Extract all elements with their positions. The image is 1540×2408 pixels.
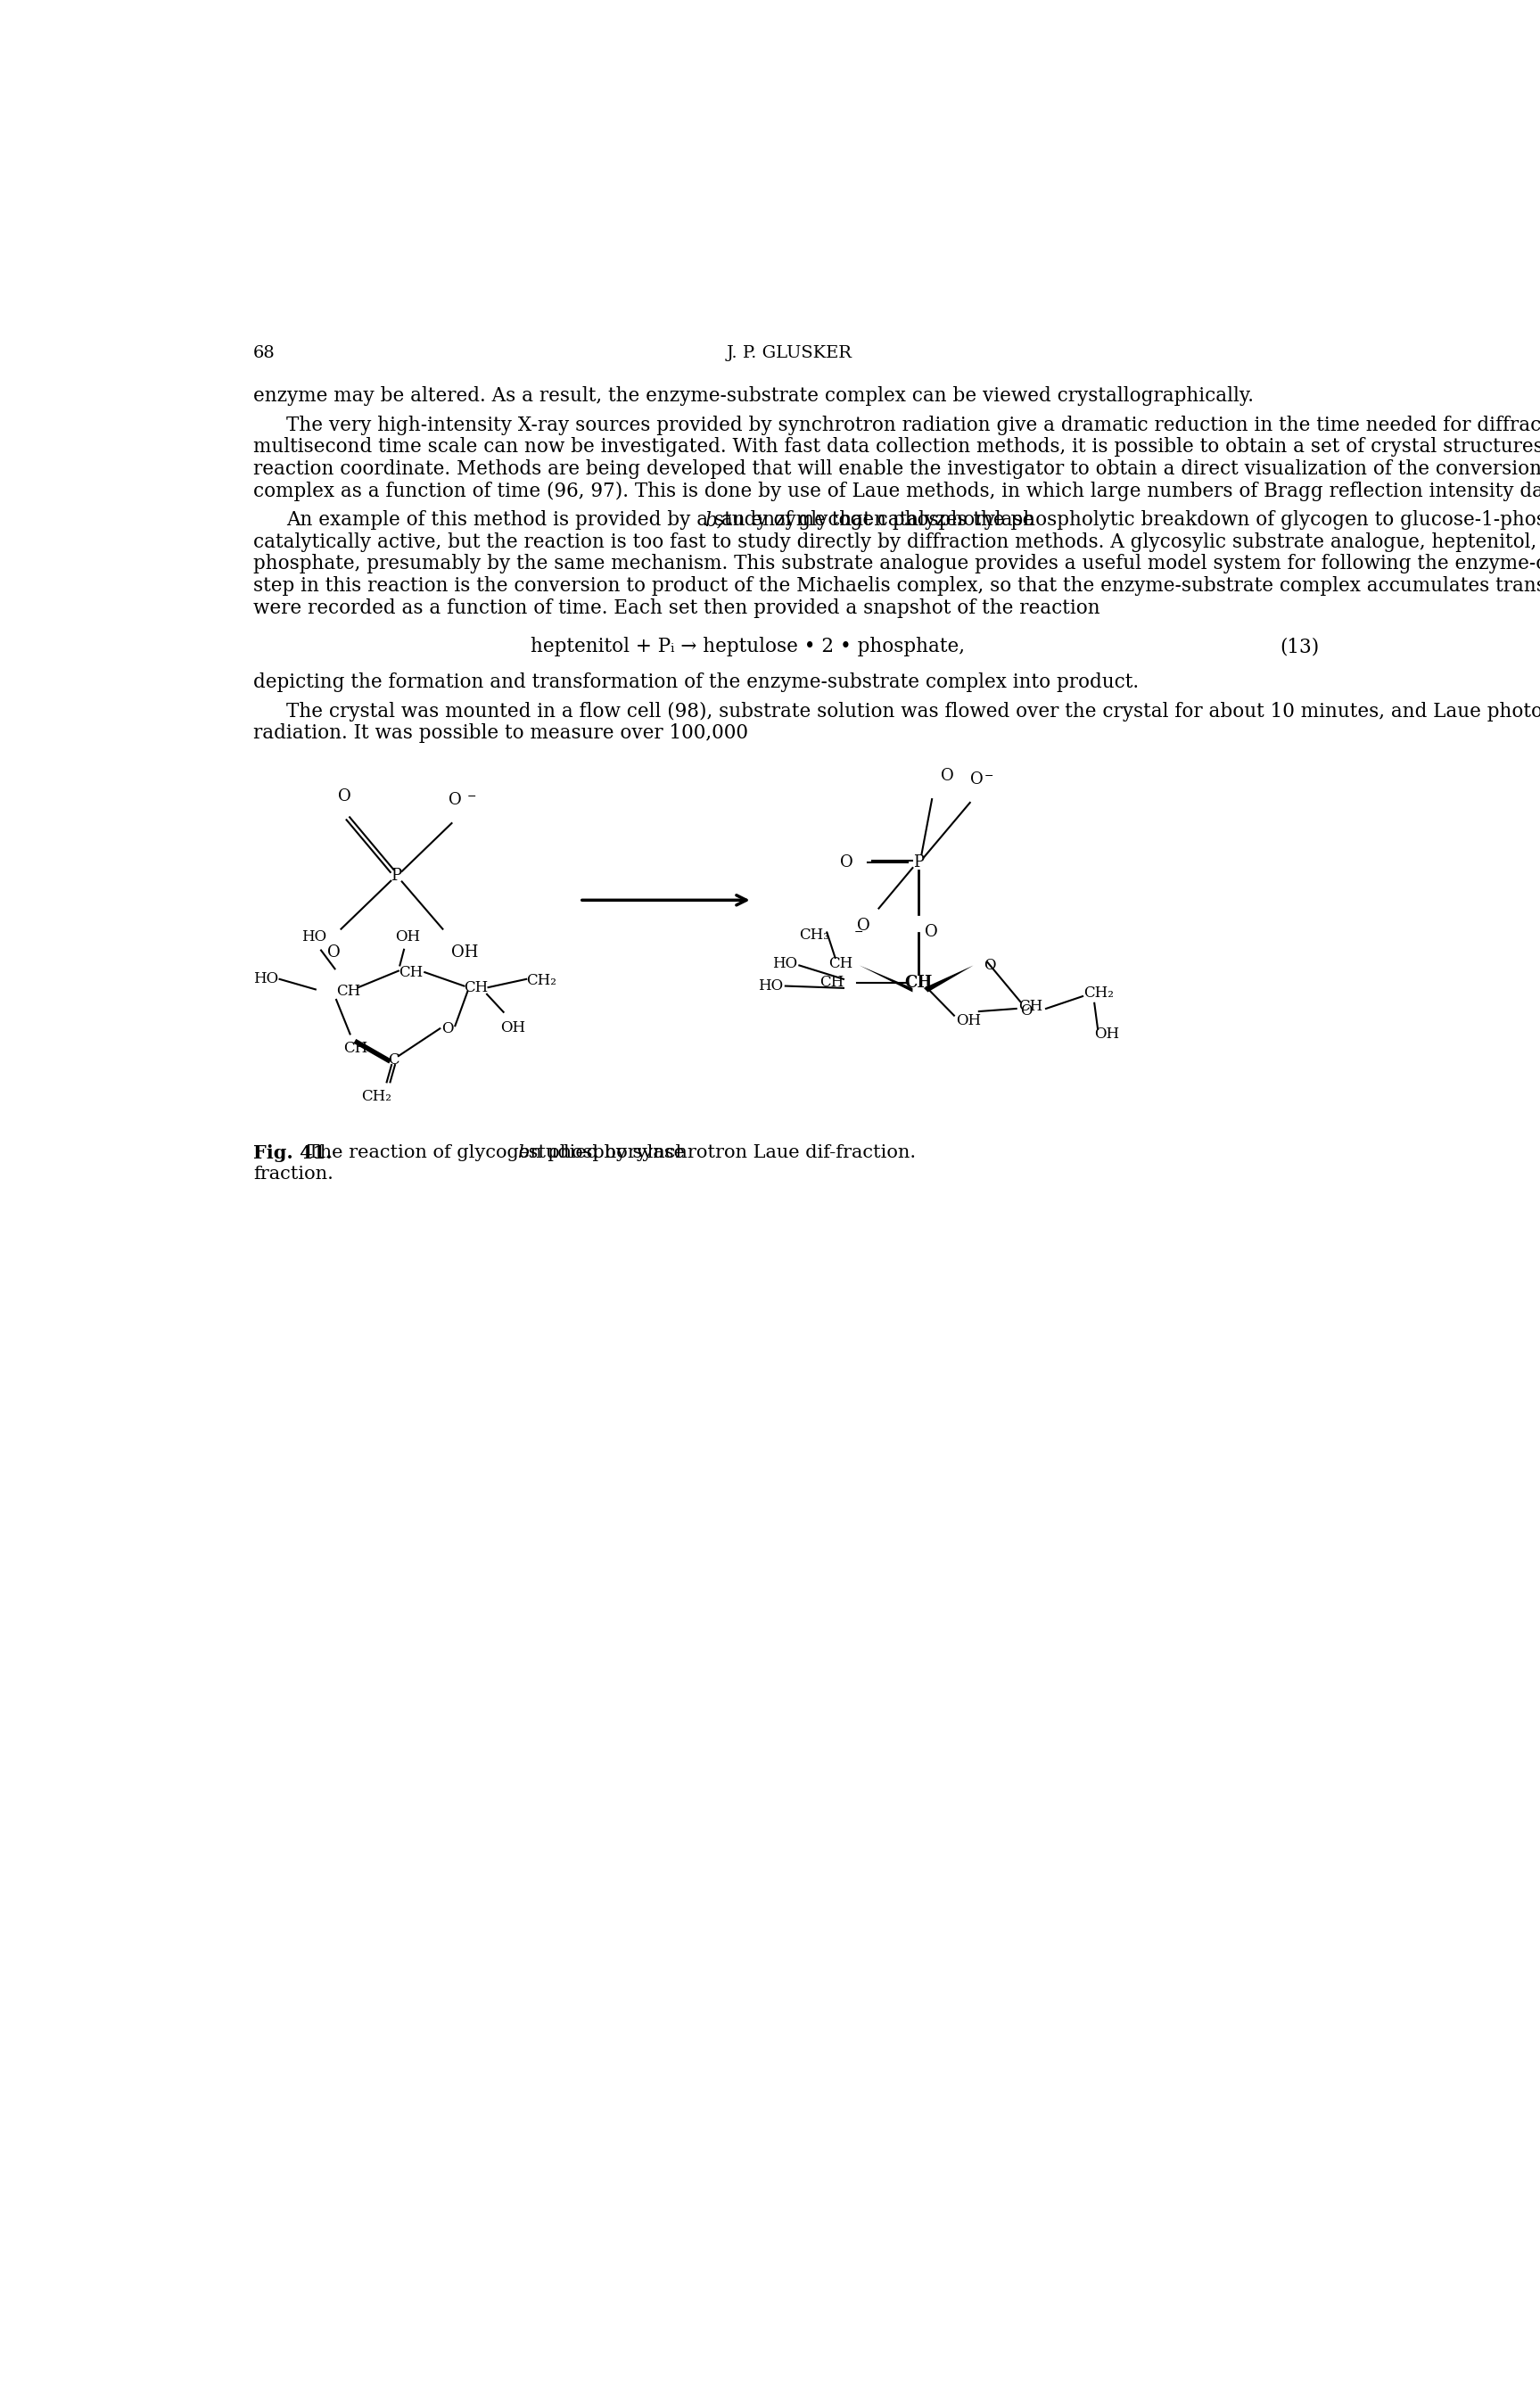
Text: CH₂: CH₂ [527,973,556,987]
Text: CH: CH [343,1040,368,1057]
Text: An example of this method is provided by a study of glycogen phosphorylase: An example of this method is provided by… [286,510,1040,530]
Text: phosphate, presumably by the same mechanism. This substrate analogue provides a : phosphate, presumably by the same mechan… [253,554,1540,573]
Text: P: P [913,855,924,869]
Text: studied by synchrotron Laue dif-fraction.: studied by synchrotron Laue dif-fraction… [522,1144,916,1161]
Text: CH: CH [819,975,844,990]
Text: O: O [856,917,870,934]
Text: CH: CH [829,956,853,970]
Text: OH: OH [956,1014,981,1028]
Text: CH: CH [336,985,360,999]
Text: P: P [391,869,402,884]
Text: CH: CH [464,980,488,995]
Text: HO: HO [302,929,326,944]
Text: O: O [926,925,938,939]
Text: The very high-intensity X-ray sources provided by synchrotron radiation give a d: The very high-intensity X-ray sources pr… [286,414,1540,436]
Text: O: O [839,855,853,869]
Text: an enzyme that catalyzes the phospholytic breakdown of glycogen to glucose-1-pho: an enzyme that catalyzes the phospholyti… [716,510,1540,530]
Text: catalytically active, but the reaction is too fast to study directly by diffract: catalytically active, but the reaction i… [253,532,1540,551]
Text: heptenitol + Pᵢ → heptulose • 2 • phosphate,: heptenitol + Pᵢ → heptulose • 2 • phosph… [531,638,966,657]
Text: CH: CH [399,966,424,980]
Polygon shape [924,966,973,992]
Text: fraction.: fraction. [253,1165,334,1182]
Text: (13): (13) [1280,638,1318,657]
Text: 68: 68 [253,344,276,361]
Text: −: − [467,792,476,802]
Text: O: O [984,958,996,973]
Text: reaction coordinate. Methods are being developed that will enable the investigat: reaction coordinate. Methods are being d… [253,460,1540,479]
Text: step in this reaction is the conversion to product of the Michaelis complex, so : step in this reaction is the conversion … [253,576,1540,595]
Text: depicting the formation and transformation of the enzyme-substrate complex into : depicting the formation and transformati… [253,672,1140,694]
Text: OH: OH [500,1021,525,1035]
Text: CH₃: CH₃ [799,927,830,944]
Text: HO: HO [758,978,784,995]
Text: The reaction of glycogen phosphorylase: The reaction of glycogen phosphorylase [302,1144,691,1161]
Text: −: − [855,927,864,937]
Text: O: O [337,790,351,804]
Text: OH: OH [451,944,479,961]
Text: b: b [517,1144,528,1161]
Text: were recorded as a function of time. Each set then provided a snapshot of the re: were recorded as a function of time. Eac… [253,597,1100,616]
Text: O: O [448,792,462,809]
Text: OH: OH [1095,1026,1120,1043]
Text: The crystal was mounted in a flow cell (98), substrate solution was flowed over : The crystal was mounted in a flow cell (… [286,701,1540,722]
Text: CH₂: CH₂ [362,1088,391,1105]
Text: enzyme may be altered. As a result, the enzyme-substrate complex can be viewed c: enzyme may be altered. As a result, the … [253,385,1254,407]
Text: radiation. It was possible to measure over 100,000: radiation. It was possible to measure ov… [253,725,748,744]
Text: CH: CH [1018,999,1043,1014]
Text: O: O [970,771,984,787]
Polygon shape [859,966,913,992]
Text: HO: HO [772,956,798,970]
Text: OH: OH [394,929,420,944]
Text: b,: b, [704,510,722,530]
Text: −: − [984,771,993,783]
Text: O: O [941,768,955,785]
Text: O: O [442,1021,453,1035]
Text: C: C [388,1052,399,1067]
Text: O: O [1021,1004,1032,1019]
Text: O: O [328,944,340,961]
Text: Fig. 41.: Fig. 41. [253,1144,333,1161]
Text: multisecond time scale can now be investigated. With fast data collection method: multisecond time scale can now be invest… [253,438,1540,458]
Text: HO: HO [253,970,279,987]
Text: complex as a function of time (96, 97). This is done by use of Laue methods, in : complex as a function of time (96, 97). … [253,482,1540,501]
Text: CH: CH [904,975,932,990]
Text: CH₂: CH₂ [1084,985,1115,999]
Text: J. P. GLUSKER: J. P. GLUSKER [727,344,853,361]
